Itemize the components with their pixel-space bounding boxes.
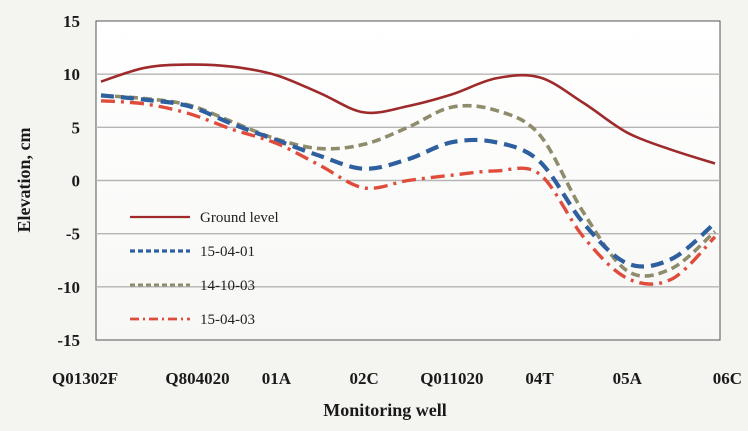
legend: Ground level 15-04-01 14-10-03 15-04-03 bbox=[130, 210, 279, 328]
x-tick-label: 04T bbox=[525, 369, 554, 388]
series-line-ground-level bbox=[100, 63, 716, 165]
x-tick-label: 02C bbox=[350, 369, 379, 388]
x-tick-label: Q011020 bbox=[420, 369, 483, 388]
y-tick-label: 10 bbox=[63, 65, 80, 84]
y-tick-label: 5 bbox=[72, 118, 81, 137]
x-tick-label: 01A bbox=[262, 369, 292, 388]
legend-label: 15-04-01 bbox=[200, 244, 255, 260]
y-tick-label: -15 bbox=[57, 331, 80, 350]
y-axis-title: Elevation, cm bbox=[14, 128, 34, 233]
series-line-15-04-03 bbox=[100, 99, 717, 286]
y-tick-label: 0 bbox=[72, 172, 81, 191]
series-line-15-04-01 bbox=[100, 93, 717, 269]
grid-lines bbox=[96, 73, 720, 288]
series-lines bbox=[100, 63, 717, 286]
y-tick-label: -10 bbox=[57, 278, 80, 297]
x-tick-label: 06C bbox=[713, 369, 742, 388]
x-tick-label: 05A bbox=[613, 369, 643, 388]
legend-label: 15-04-03 bbox=[200, 312, 255, 328]
x-tick-label: Q01302F bbox=[52, 369, 118, 388]
legend-label: Ground level bbox=[200, 210, 279, 226]
y-tick-label: -5 bbox=[66, 225, 80, 244]
y-tick-labels: 15 10 5 0 -5 -10 -15 bbox=[57, 12, 80, 350]
legend-label: 14-10-03 bbox=[200, 278, 255, 294]
x-tick-label: Q804020 bbox=[165, 369, 229, 388]
y-tick-label: 15 bbox=[63, 12, 80, 31]
x-axis-title: Monitoring well bbox=[323, 400, 447, 420]
x-tick-labels: Q01302F Q804020 01A 02C Q011020 04T 05A 06C bbox=[52, 369, 742, 388]
